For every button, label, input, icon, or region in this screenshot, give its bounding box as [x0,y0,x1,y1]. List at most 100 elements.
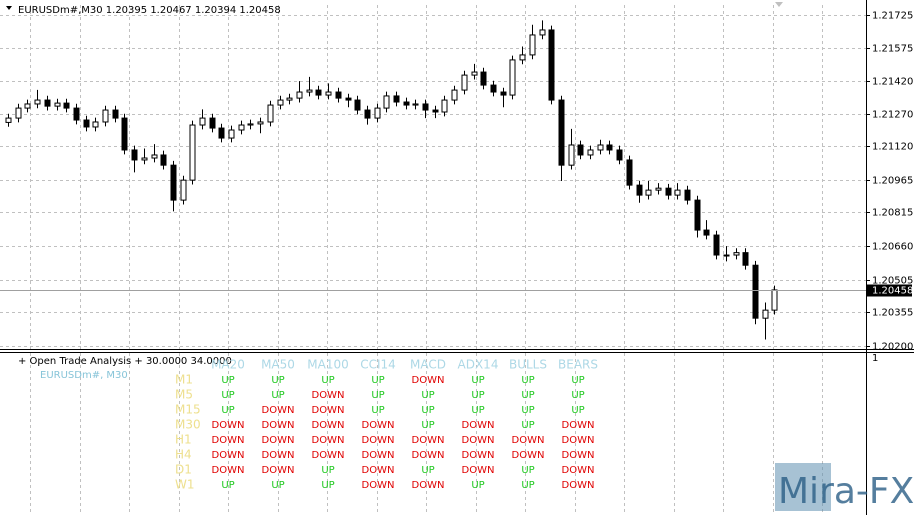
signal: DOWN [212,450,245,461]
candle-body [393,95,400,103]
candle-body [752,264,759,319]
candle-body [238,124,245,131]
candle-body [15,107,22,119]
candle-body [199,117,206,126]
shift-marker [775,2,783,7]
candle-body [548,29,555,101]
candle-body [63,102,70,109]
candle-body [257,121,264,125]
candle-body [480,71,487,86]
candle-body [141,157,148,161]
row-label: M5 [175,388,193,402]
signal: DOWN [312,420,345,431]
signal: DOWN [212,420,245,431]
candle-body [102,109,109,123]
candle-body [451,89,458,101]
logo-box [775,463,831,511]
candle-body [577,144,584,156]
candle-body [500,91,507,96]
candle-body [519,54,526,61]
signal: UP [471,375,484,386]
candle-body [160,154,167,166]
y-tick-label: 1.20660 [872,242,913,253]
candle-body [189,124,196,181]
indicator-title: + Open Trade Analysis + 30.0000 34.0000 [18,356,232,367]
candle-body [490,84,497,93]
signal: DOWN [262,405,295,416]
signal: UP [271,375,284,386]
watermark-text: Mira-FX [778,471,914,512]
candle-body [645,189,652,196]
signal: DOWN [362,480,395,491]
candle-body [180,179,187,201]
column-header: CCI14 [360,358,396,372]
signal: UP [221,390,234,401]
candle-body [345,97,352,101]
y-tick-label: 1.20505 [872,276,913,287]
watermark: Mira-FX [775,463,914,512]
window-menu-arrow[interactable] [6,6,12,10]
candle-body [209,117,216,129]
candle-body [44,99,51,107]
signal: UP [521,480,534,491]
signal: DOWN [262,450,295,461]
signal: DOWN [212,435,245,446]
column-header: ADX14 [458,358,499,372]
candle-body [112,109,119,119]
candle-body [606,144,613,151]
row-label: H1 [175,433,192,447]
candle-body [471,71,478,76]
candle-body [247,123,254,126]
subwindow-scale: 1 [872,353,878,364]
signal: DOWN [262,435,295,446]
signal: UP [371,390,384,401]
candle-body [296,91,303,99]
y-tick-label: 1.21725 [872,11,913,22]
candle-body [374,107,381,119]
signal: DOWN [562,435,595,446]
column-header: MA50 [261,358,295,372]
signal: DOWN [462,420,495,431]
candle-body [529,34,536,56]
row-label: M1 [175,373,193,387]
signal: UP [471,390,484,401]
candle-body [218,127,225,139]
indicator-symbol: EURUSDm#, M30 [40,370,128,381]
signal: UP [271,480,284,491]
row-label: D1 [175,463,192,477]
candle-body [432,109,439,113]
row-label: H4 [175,448,192,462]
candle-body [151,154,158,159]
y-tick-label: 1.21120 [872,142,913,153]
candle-body [121,117,128,151]
signal: UP [371,375,384,386]
row-label: M30 [175,418,201,432]
column-header: MACD [410,358,446,372]
signal: UP [521,390,534,401]
signal: UP [371,405,384,416]
signal: DOWN [512,435,545,446]
signal: DOWN [562,450,595,461]
candle-body [335,91,342,99]
candle-body [674,189,681,196]
time-grid [30,5,823,515]
y-tick-label: 1.20200 [872,342,913,353]
signal: UP [571,390,584,401]
candle-body [5,117,12,123]
candle-body [762,309,769,319]
signal: UP [471,480,484,491]
candle-body [228,129,235,139]
signal: DOWN [512,450,545,461]
signal: UP [521,375,534,386]
candle-body [354,99,361,111]
candle-body [325,91,332,96]
signal: UP [421,390,434,401]
candle-body [83,119,90,128]
candle-body [267,104,274,123]
candle-body [694,199,701,231]
signal: DOWN [462,465,495,476]
candle-body [597,144,604,151]
candle-body [306,89,313,93]
price-tag-label: 1.20458 [872,286,913,297]
